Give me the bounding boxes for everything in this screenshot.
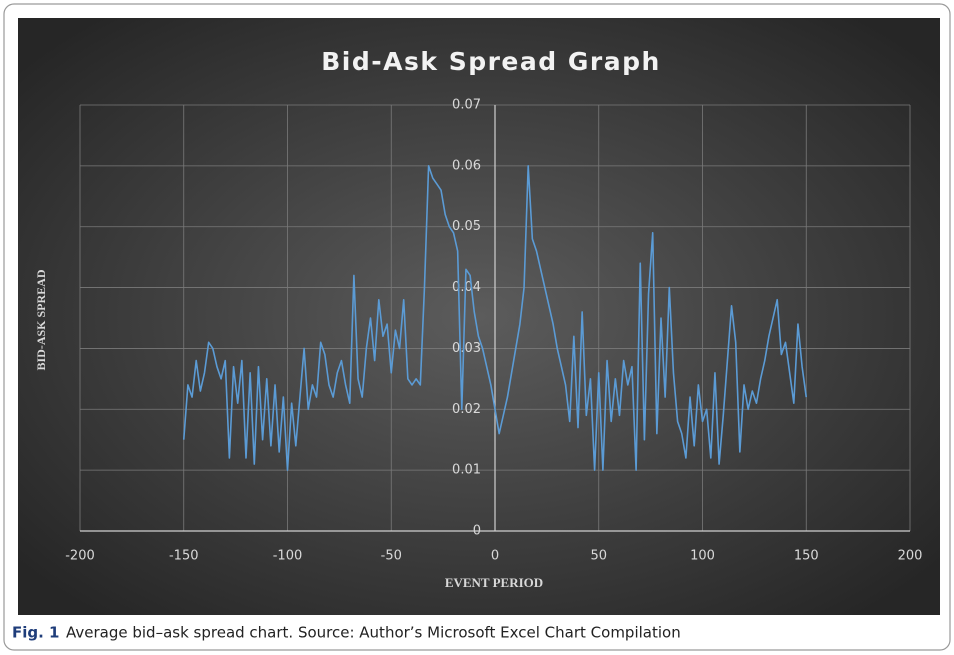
y-tick-label: 0.06	[452, 158, 481, 173]
x-tick-label: 100	[690, 549, 715, 564]
x-tick-label: 50	[590, 549, 607, 564]
y-tick-label: 0.03	[452, 341, 481, 356]
y-axis-label: BID-ASK SPREAD	[34, 269, 48, 370]
x-tick-label: 200	[898, 549, 923, 564]
x-tick-label: -200	[65, 549, 95, 564]
x-tick-label: -150	[169, 549, 199, 564]
caption: Average bid–ask spread chart. Source: Au…	[66, 624, 681, 642]
x-axis-label: EVENT PERIOD	[445, 575, 543, 590]
x-tick-label: 150	[794, 549, 819, 564]
chart-title: Bid-Ask Spread Graph	[321, 47, 661, 76]
y-tick-label: 0.05	[452, 219, 481, 234]
y-tick-label: 0.04	[452, 280, 481, 295]
x-tick-label: 0	[491, 549, 499, 564]
y-tick-label: 0.01	[452, 463, 481, 478]
data-line	[182, 165, 808, 471]
y-tick-label: 0.02	[452, 402, 481, 417]
chart-background	[18, 18, 940, 615]
caption-label: Fig. 1	[12, 624, 59, 642]
x-tick-label: -50	[381, 549, 402, 564]
y-tick-label: 0.07	[452, 98, 481, 113]
x-tick-label: -100	[273, 549, 303, 564]
